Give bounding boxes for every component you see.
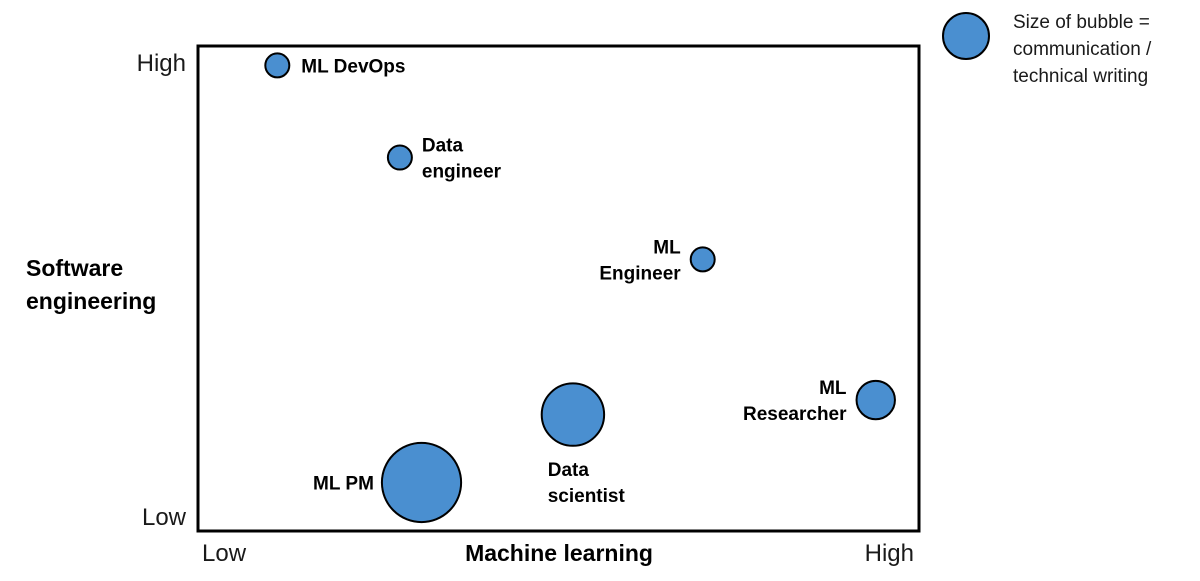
x-tick-high: High: [865, 540, 914, 567]
bubble-ml-researcher: [855, 379, 896, 421]
y-tick-low: Low: [142, 504, 187, 531]
plot-area: [196, 44, 921, 533]
label-ml-engineer-line-1: ML: [653, 237, 681, 258]
bubble-ml-pm: [380, 441, 463, 524]
label-data-scientist-line-2: scientist: [548, 486, 626, 507]
bubble-ml-devops: [264, 52, 291, 79]
legend-text-line-2: communication /: [1013, 39, 1152, 60]
y-tick-high: High: [137, 50, 186, 77]
label-ml-pm-line-1: ML PM: [313, 474, 374, 495]
label-data-scientist-line-1: Data: [548, 460, 590, 481]
legend-text-line-3: technical writing: [1013, 66, 1148, 87]
bubble-series: ML DevOps Data engineer ML Engineer ML Researc…: [264, 52, 896, 524]
x-tick-low: Low: [202, 540, 247, 567]
label-data-engineer-line-1: Data: [422, 136, 464, 157]
label-ml-researcher-line-1: ML: [819, 378, 847, 399]
y-axis-title-line-1: Software: [26, 255, 123, 281]
label-ml-engineer-line-2: Engineer: [599, 263, 681, 284]
label-ml-devops-line-1: ML DevOps: [301, 56, 405, 77]
legend-bubble-icon: [942, 12, 990, 60]
bubble-ml-engineer: [689, 246, 716, 273]
legend-text-line-1: Size of bubble =: [1013, 12, 1150, 33]
label-ml-researcher-line-2: Researcher: [743, 404, 847, 425]
y-axis-title-line-2: engineering: [26, 288, 156, 314]
bubble-data-scientist: [540, 382, 606, 447]
bubble-data-engineer: [386, 144, 413, 171]
label-data-engineer-line-2: engineer: [422, 162, 502, 183]
x-axis-title: Machine learning: [465, 540, 653, 566]
